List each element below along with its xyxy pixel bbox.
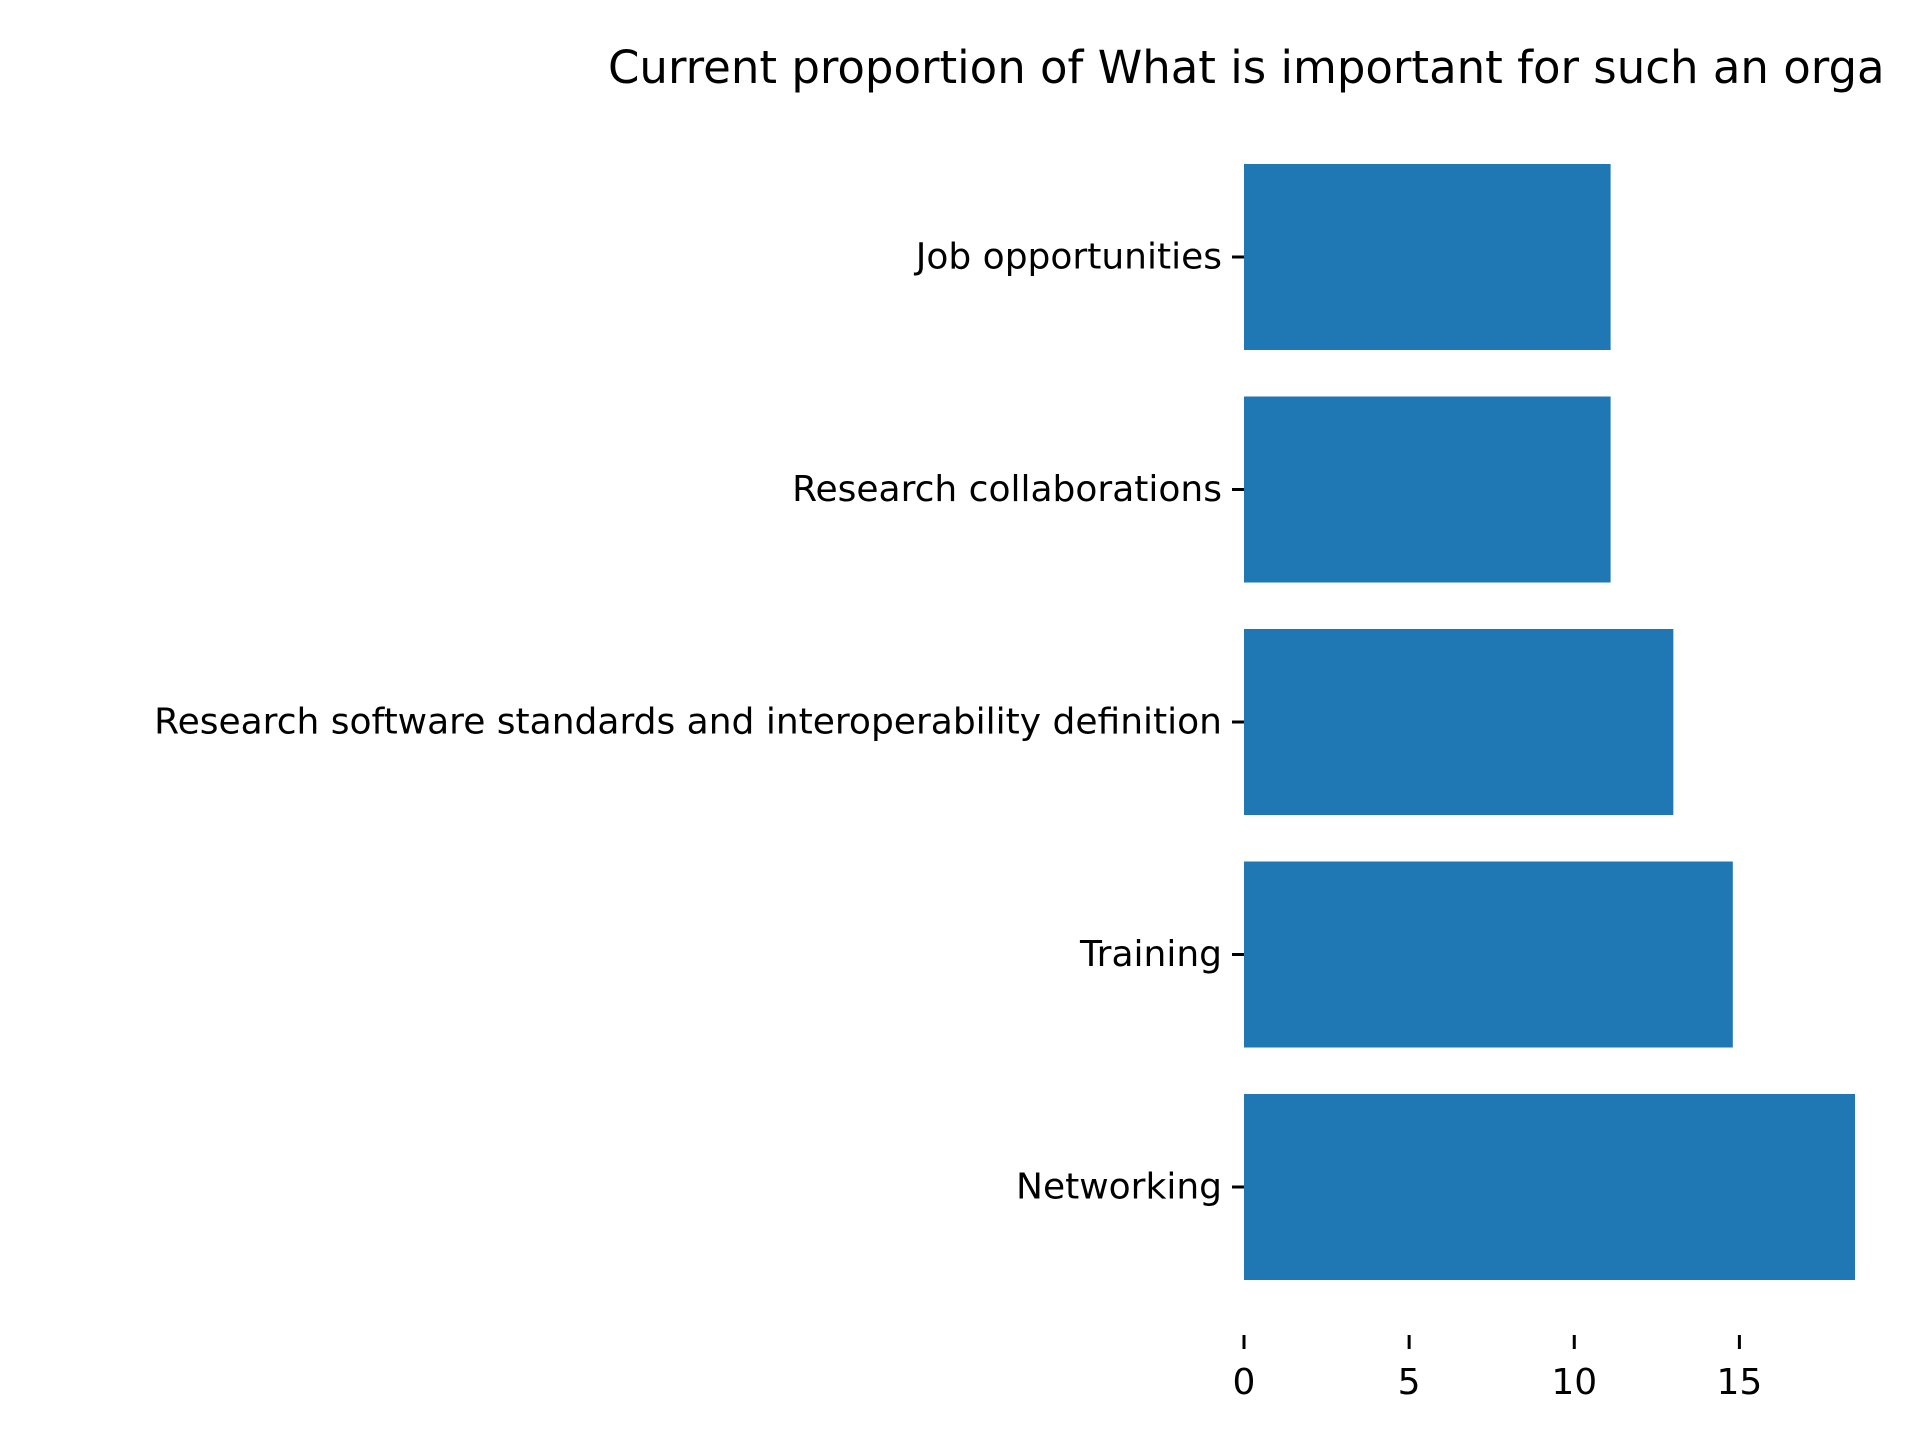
bar-job-opportunities [1244, 164, 1611, 350]
bar-research-software-standards-and-interoperability-definition [1244, 629, 1674, 815]
x-tick-label: 15 [1716, 1362, 1762, 1403]
bar-training [1244, 861, 1733, 1048]
x-tick-label: 10 [1551, 1362, 1597, 1403]
y-tick-label: Research collaborations [792, 469, 1222, 510]
y-axis: Job opportunities Research collaborations… [154, 237, 1244, 1208]
x-axis: 0 5 10 15 [1233, 1335, 1762, 1403]
x-tick-label: 5 [1398, 1362, 1421, 1403]
y-tick-label: Training [1079, 934, 1222, 975]
y-tick-label: Research software standards and interope… [154, 702, 1222, 743]
y-tick-label: Job opportunities [914, 237, 1222, 278]
bars-layer [1244, 164, 1855, 1280]
x-tick-label: 0 [1233, 1362, 1256, 1403]
bar-research-collaborations [1244, 396, 1611, 583]
bar-networking [1244, 1094, 1855, 1280]
y-tick-label: Networking [1016, 1167, 1222, 1208]
chart-title: Current proportion of What is important … [608, 41, 1885, 94]
